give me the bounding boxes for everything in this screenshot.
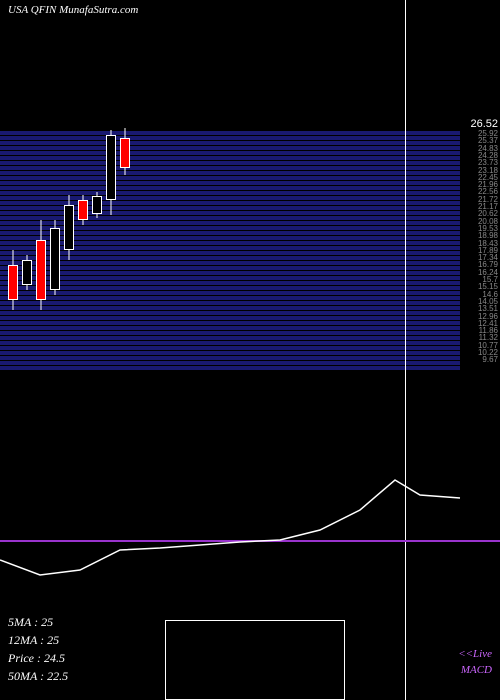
grid-line (0, 345, 460, 346)
ma50-label: 50MA : 22.5 (8, 669, 68, 684)
candlestick[interactable] (120, 128, 130, 175)
grid-line (0, 275, 460, 276)
source-label: MunafaSutra.com (59, 4, 138, 16)
grid-line (0, 340, 460, 341)
grid-line (0, 335, 460, 336)
price-label: Price : 24.5 (8, 651, 65, 666)
y-axis-label: 9.67 (482, 356, 498, 364)
candlestick[interactable] (50, 220, 60, 295)
grid-line (0, 155, 460, 156)
candlestick[interactable] (36, 220, 46, 310)
grid-line (0, 325, 460, 326)
grid-line (0, 170, 460, 171)
candlestick[interactable] (64, 195, 74, 260)
candlestick[interactable] (106, 130, 116, 215)
candle-body (50, 228, 60, 290)
grid-line (0, 150, 460, 151)
grid-line (0, 300, 460, 301)
candle-body (120, 138, 130, 168)
candlestick[interactable] (92, 192, 102, 218)
candle-body (92, 196, 102, 214)
grid-line (0, 160, 460, 161)
candle-body (22, 260, 32, 285)
candle-body (8, 265, 18, 300)
grid-line (0, 175, 460, 176)
grid-line (0, 295, 460, 296)
time-marker (405, 0, 406, 700)
grid-line (0, 305, 460, 306)
grid-line (0, 180, 460, 181)
grid-line (0, 190, 460, 191)
candle-body (106, 135, 116, 200)
grid-line (0, 145, 460, 146)
indicator-box (165, 620, 345, 700)
grid-line (0, 185, 460, 186)
candlestick[interactable] (22, 255, 32, 290)
grid-line (0, 365, 460, 366)
y-axis: 25.9225.3724.8324.2823.7323.1822.4521.96… (460, 130, 498, 370)
grid-line (0, 165, 460, 166)
candlestick[interactable] (8, 250, 18, 310)
grid-line (0, 320, 460, 321)
symbol-label: USA QFIN (8, 4, 56, 16)
grid-line (0, 260, 460, 261)
grid-line (0, 350, 460, 351)
candle-body (64, 205, 74, 250)
grid-line (0, 285, 460, 286)
macd-label: MACD (461, 664, 492, 676)
grid-line (0, 360, 460, 361)
candle-body (36, 240, 46, 300)
grid-line (0, 140, 460, 141)
chart-header: USA QFIN MunafaSutra.com (8, 4, 138, 16)
grid-line (0, 135, 460, 136)
grid-line (0, 280, 460, 281)
ma-baseline (0, 540, 500, 542)
grid-line (0, 355, 460, 356)
grid-line (0, 265, 460, 266)
grid-line (0, 270, 460, 271)
grid-line (0, 330, 460, 331)
ma5-label: 5MA : 25 (8, 615, 53, 630)
grid-line (0, 290, 460, 291)
chart-container: USA QFIN MunafaSutra.com 26.52 25.9225.3… (0, 0, 500, 700)
grid-line (0, 315, 460, 316)
candlestick[interactable] (78, 195, 88, 225)
live-label: <<Live (458, 648, 492, 660)
candle-body (78, 200, 88, 220)
grid-line (0, 130, 460, 131)
grid-line (0, 310, 460, 311)
ma12-label: 12MA : 25 (8, 633, 59, 648)
